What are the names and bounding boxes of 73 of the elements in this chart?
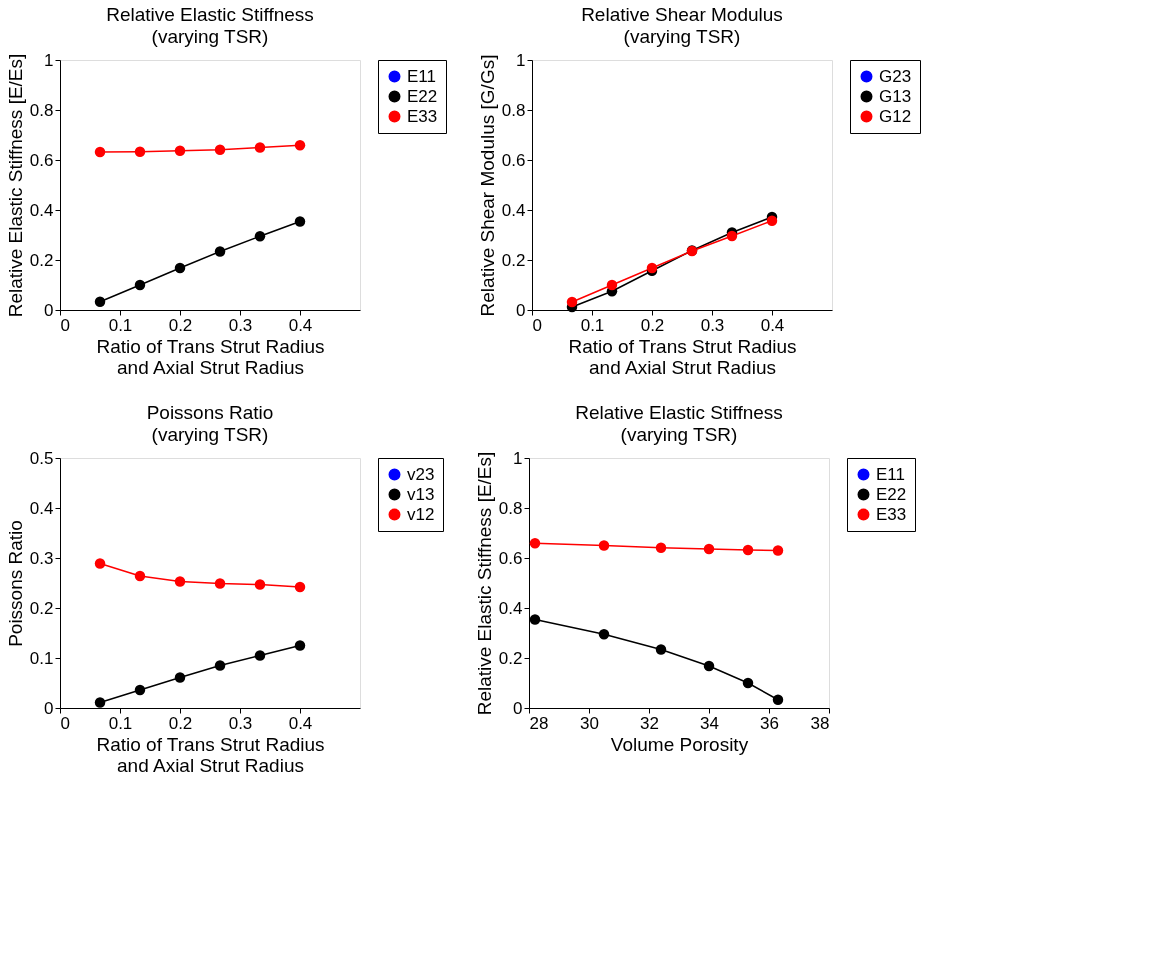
x-tick-label: 0.4 xyxy=(760,315,785,335)
y-tick-label: 0 xyxy=(44,300,54,320)
x-axis-title: Ratio of Trans Strut Radius and Axial Strut Radius xyxy=(96,733,325,776)
y-axis-title: Relative Shear Modulus [G/Gs] xyxy=(476,54,498,317)
y-tick-label: 0.8 xyxy=(498,498,523,518)
y-tick-label: 1 xyxy=(516,50,526,70)
x-axis-title: Ratio of Trans Strut Radius and Axial Strut Radius xyxy=(96,335,325,378)
legend-label: E22 xyxy=(876,484,907,504)
x-tick-label: 0.2 xyxy=(640,315,665,335)
y-tick-label: 0.6 xyxy=(501,150,526,170)
legend-label: E33 xyxy=(876,504,907,524)
y-tick-label: 0.1 xyxy=(29,648,54,668)
x-tick-label: 0.3 xyxy=(700,315,725,335)
y-tick-label: 0.8 xyxy=(501,100,526,120)
chart-title: Relative Elastic Stiffness xyxy=(575,402,783,423)
x-tick-label: 0.2 xyxy=(168,315,193,335)
legend-label: G12 xyxy=(879,106,912,126)
y-tick-label: 0.2 xyxy=(29,598,54,618)
x-tick-label: 0 xyxy=(60,315,70,335)
x-tick-label: 0.4 xyxy=(288,315,313,335)
legend-label: v12 xyxy=(407,504,435,524)
x-tick-label: 36 xyxy=(760,713,779,733)
x-tick-label: 0 xyxy=(532,315,542,335)
y-axis-title: Relative Elastic Stiffness [E/Es] xyxy=(473,451,495,716)
x-tick-label: 32 xyxy=(640,713,659,733)
legend-label: E11 xyxy=(407,66,436,86)
y-tick-label: 1 xyxy=(513,448,523,468)
y-tick-label: 0.6 xyxy=(29,150,54,170)
chart-title: Relative Elastic Stiffness xyxy=(106,4,314,25)
x-tick-label: 38 xyxy=(810,713,830,733)
y-tick-label: 1 xyxy=(44,50,54,70)
y-tick-label: 0.2 xyxy=(29,250,54,270)
y-tick-label: 0.5 xyxy=(29,448,54,468)
x-tick-label: 0 xyxy=(60,713,70,733)
legend-label: v13 xyxy=(407,484,435,504)
y-tick-label: 0 xyxy=(513,698,523,718)
x-axis-title: Ratio of Trans Strut Radius and Axial Strut Radius xyxy=(568,335,797,378)
legend-label: G23 xyxy=(879,66,912,86)
x-tick-label: 30 xyxy=(580,713,599,733)
x-tick-label: 34 xyxy=(700,713,719,733)
x-tick-label: 28 xyxy=(529,713,549,733)
y-tick-label: 0.4 xyxy=(498,598,523,618)
chart-subtitle: (varying TSR) xyxy=(151,424,269,445)
y-tick-label: 0.2 xyxy=(498,648,523,668)
x-tick-label: 0.1 xyxy=(580,315,605,335)
y-tick-label: 0.4 xyxy=(29,498,54,518)
legend-label: E33 xyxy=(407,106,438,126)
legend-label: E22 xyxy=(407,86,438,106)
legend-label: G13 xyxy=(879,86,912,106)
y-tick-label: 0.2 xyxy=(501,250,526,270)
y-axis-title: Relative Elastic Stiffness [E/Es] xyxy=(4,53,26,318)
x-tick-label: 0.2 xyxy=(168,713,193,733)
chart-subtitle: (varying TSR) xyxy=(151,26,269,47)
x-tick-label: 0.4 xyxy=(288,713,313,733)
legend-label: v23 xyxy=(407,464,435,484)
y-tick-label: 0 xyxy=(516,300,526,320)
y-tick-label: 0.6 xyxy=(498,548,523,568)
chart-title: Relative Shear Modulus xyxy=(581,4,783,25)
legend-label: E11 xyxy=(876,464,905,484)
y-tick-label: 0 xyxy=(44,698,54,718)
chart-subtitle: (varying TSR) xyxy=(623,26,741,47)
x-tick-label: 0.1 xyxy=(108,713,133,733)
y-tick-label: 0.8 xyxy=(29,100,54,120)
y-axis-title: Poissons Ratio xyxy=(4,520,26,647)
x-axis-title: Volume Porosity xyxy=(610,733,749,755)
chart-subtitle: (varying TSR) xyxy=(620,424,738,445)
x-tick-label: 0.3 xyxy=(228,713,253,733)
y-tick-label: 0.4 xyxy=(29,200,54,220)
y-tick-label: 0.3 xyxy=(29,548,54,568)
chart-title: Poissons Ratio xyxy=(146,402,274,423)
x-tick-label: 0.1 xyxy=(108,315,133,335)
x-tick-label: 0.3 xyxy=(228,315,253,335)
y-tick-label: 0.4 xyxy=(501,200,526,220)
